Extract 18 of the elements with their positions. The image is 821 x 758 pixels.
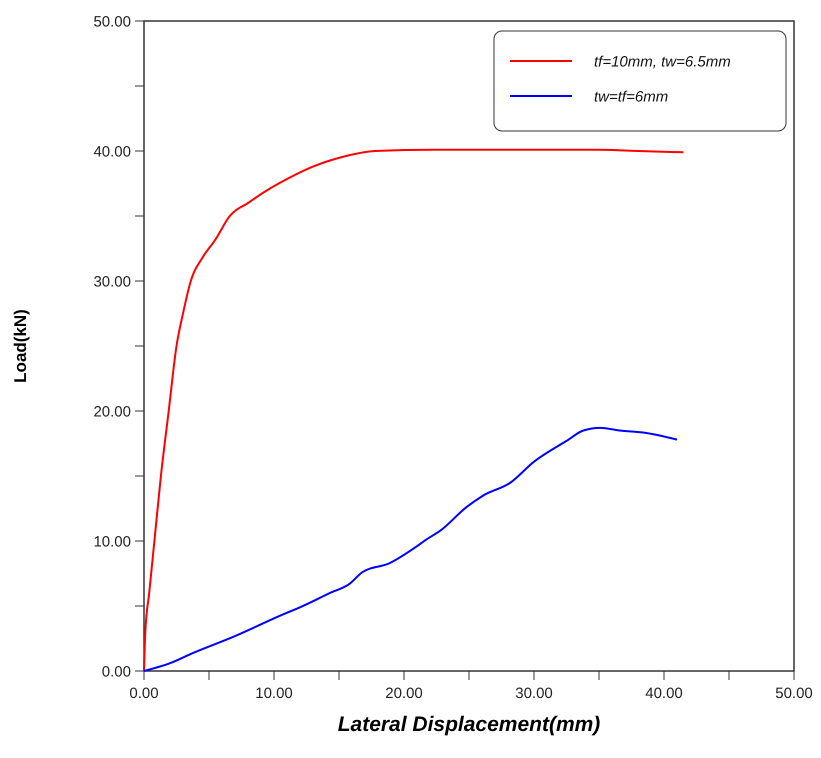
y-tick-label: 20.00: [93, 403, 131, 420]
y-axis-title: Load(kN): [11, 309, 30, 383]
y-tick-label: 30.00: [93, 273, 131, 290]
x-tick-label: 40.00: [645, 685, 683, 702]
legend-label: tw=tf=6mm: [594, 88, 668, 106]
x-tick-label: 50.00: [775, 685, 813, 702]
x-tick-label: 0.00: [129, 685, 159, 702]
line-series: [143, 426, 678, 672]
y-tick-label: 40.00: [93, 143, 131, 160]
x-tick-label: 20.00: [385, 685, 423, 702]
y-tick-label: 50.00: [93, 13, 131, 30]
y-tick-label: 0.00: [102, 663, 131, 680]
y-tick-label: 10.00: [93, 533, 131, 550]
legend-label: tf=10mm, tw=6.5mm: [594, 53, 731, 70]
x-axis-title: Lateral Displacement(mm): [338, 713, 600, 736]
x-tick-label: 10.00: [255, 685, 293, 702]
x-tick-label: 30.00: [515, 685, 553, 702]
line-series: [143, 148, 684, 672]
